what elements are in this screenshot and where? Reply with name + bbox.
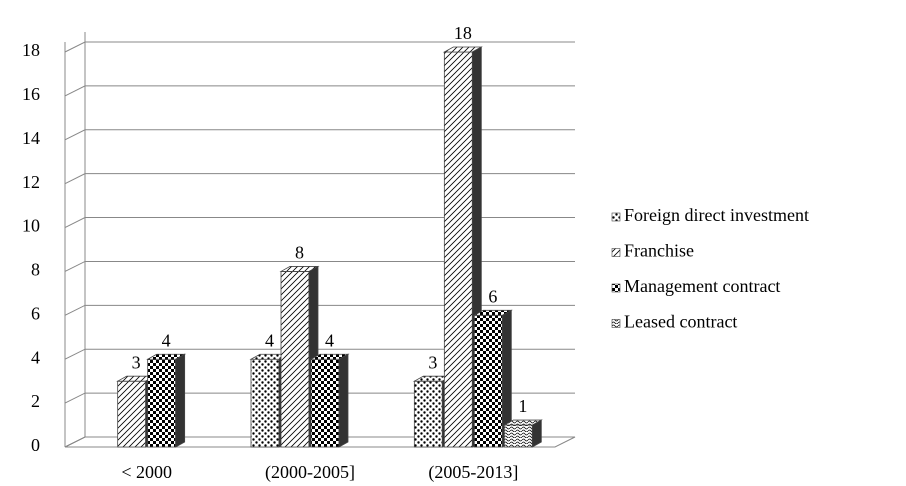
x-tick-label: (2000-2005] (265, 462, 355, 483)
bar-side (338, 353, 349, 448)
bar-side (175, 353, 186, 448)
data-label: 4 (325, 330, 334, 350)
legend-label: Management contract (624, 276, 780, 296)
y-tick-label: 4 (31, 347, 40, 367)
bar-front (117, 380, 147, 448)
grid-line (64, 41, 575, 53)
bar-front (280, 271, 310, 448)
y-tick-label: 8 (31, 260, 40, 280)
data-label: 8 (295, 243, 304, 263)
bar-front (250, 358, 280, 448)
grid-line (64, 392, 575, 404)
grid-line (64, 436, 575, 448)
legend-label: Franchise (624, 241, 694, 261)
legend-swatch (611, 212, 621, 222)
data-label: 3 (132, 352, 141, 372)
x-tick-label: (2005-2013] (428, 462, 518, 483)
bar-front (473, 314, 503, 448)
grid-line (64, 173, 575, 185)
x-tick-label: < 2000 (121, 462, 172, 482)
grid-line (64, 348, 575, 360)
bar-front (413, 380, 443, 448)
legend-label: Leased contract (624, 312, 737, 332)
y-tick-label: 12 (22, 172, 40, 192)
y-tick-label: 0 (31, 435, 40, 455)
bar-front (503, 424, 533, 448)
data-label: 3 (428, 352, 437, 372)
data-label: 4 (162, 330, 171, 350)
y-tick-label: 2 (31, 391, 40, 411)
data-label: 4 (265, 330, 274, 350)
y-tick-label: 10 (22, 216, 40, 236)
data-label: 18 (454, 23, 472, 43)
grid-line (64, 304, 575, 316)
bar-front (310, 358, 340, 448)
legend-swatch (611, 319, 621, 328)
y-tick-label: 16 (22, 84, 40, 104)
y-tick-label: 14 (22, 128, 40, 148)
bar (309, 353, 350, 448)
bar (146, 353, 187, 448)
grid-line (64, 260, 575, 272)
legend-label: Foreign direct investment (624, 205, 809, 225)
grid-line (64, 217, 575, 229)
y-tick-label: 18 (22, 40, 40, 60)
bar (502, 419, 543, 448)
bar-side (531, 419, 542, 448)
data-label: 6 (488, 286, 497, 306)
bar-front (443, 51, 473, 448)
bar (472, 309, 513, 448)
legend-swatch (611, 283, 621, 293)
bar-front (147, 358, 177, 448)
data-label: 1 (518, 396, 527, 416)
legend-swatch (611, 248, 621, 257)
grid-line (64, 129, 575, 141)
y-tick-label: 6 (31, 303, 40, 323)
grid-line (64, 85, 575, 97)
